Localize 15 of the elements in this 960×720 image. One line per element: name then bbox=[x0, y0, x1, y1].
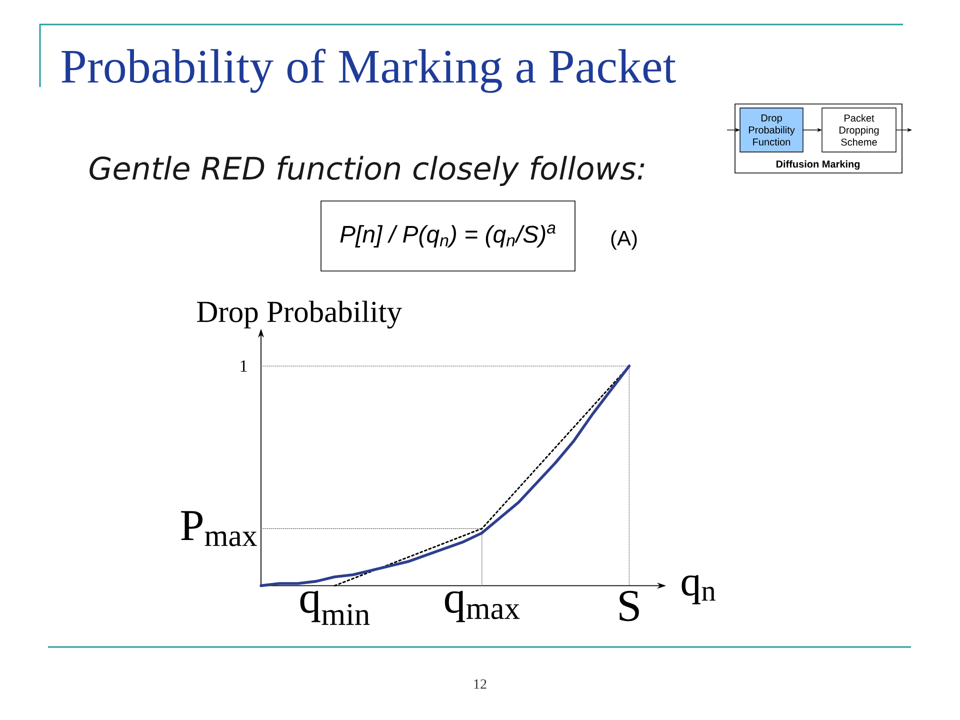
chart-subtitle: Gentle RED function closely follows: bbox=[90, 156, 644, 186]
y-axis-title: Drop Probability bbox=[197, 300, 402, 329]
x-tick-label: q$_{max}$ bbox=[444, 590, 520, 622]
x-axis-title: q$_{n}$ bbox=[682, 575, 716, 604]
text: Packet Dropping Scheme bbox=[840, 114, 879, 146]
x-tick-label: S bbox=[620, 590, 639, 622]
text: Drop Probability Function bbox=[748, 114, 795, 146]
text: Diffusion Marking bbox=[776, 160, 860, 170]
chart-title: Probability of Marking a Packet bbox=[62, 48, 676, 93]
text: 12 bbox=[474, 679, 486, 689]
text: 1 bbox=[240, 360, 247, 372]
x-tick-label: q$_{min}$ bbox=[300, 590, 370, 625]
text: P$_{max}$ bbox=[181, 511, 257, 546]
text: P[n] / P(q$_{n}$) = (q$_{n}$/S)$^{a}$ bbox=[340, 224, 556, 248]
text: (A) bbox=[611, 230, 637, 250]
